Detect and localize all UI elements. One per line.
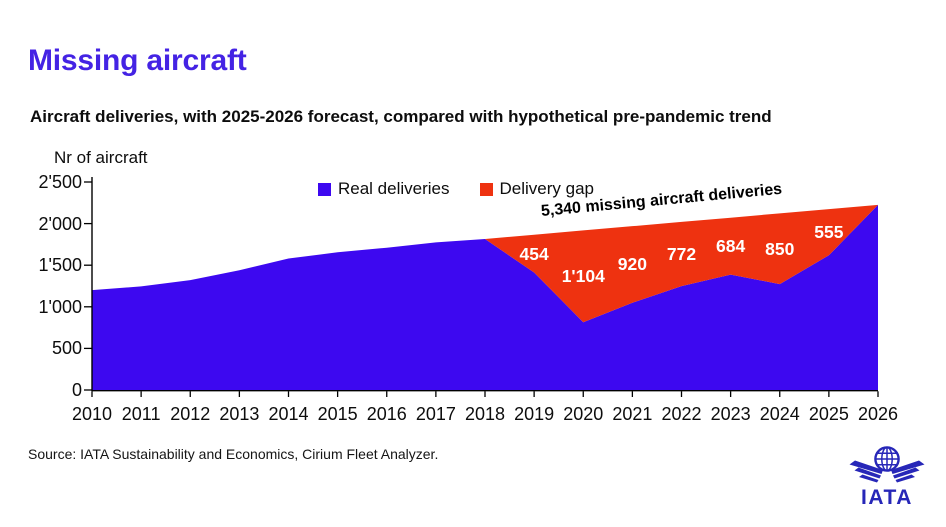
legend-swatch-real-deliveries <box>318 183 331 196</box>
slide: Missing aircraft Aircraft deliveries, wi… <box>0 0 946 527</box>
chart-legend: Real deliveries Delivery gap <box>318 179 594 199</box>
legend-swatch-delivery-gap <box>480 183 493 196</box>
right-wing-icon <box>891 461 925 483</box>
iata-logo-text: IATA <box>861 486 913 509</box>
legend-label-real-deliveries: Real deliveries <box>338 179 450 199</box>
globe-icon <box>875 447 898 470</box>
source-note: Source: IATA Sustainability and Economic… <box>28 446 438 462</box>
legend-item-delivery-gap: Delivery gap <box>480 179 595 199</box>
left-wing-icon <box>850 461 884 483</box>
legend-label-delivery-gap: Delivery gap <box>500 179 595 199</box>
legend-item-real-deliveries: Real deliveries <box>318 179 450 199</box>
iata-logo: IATA <box>847 443 927 511</box>
